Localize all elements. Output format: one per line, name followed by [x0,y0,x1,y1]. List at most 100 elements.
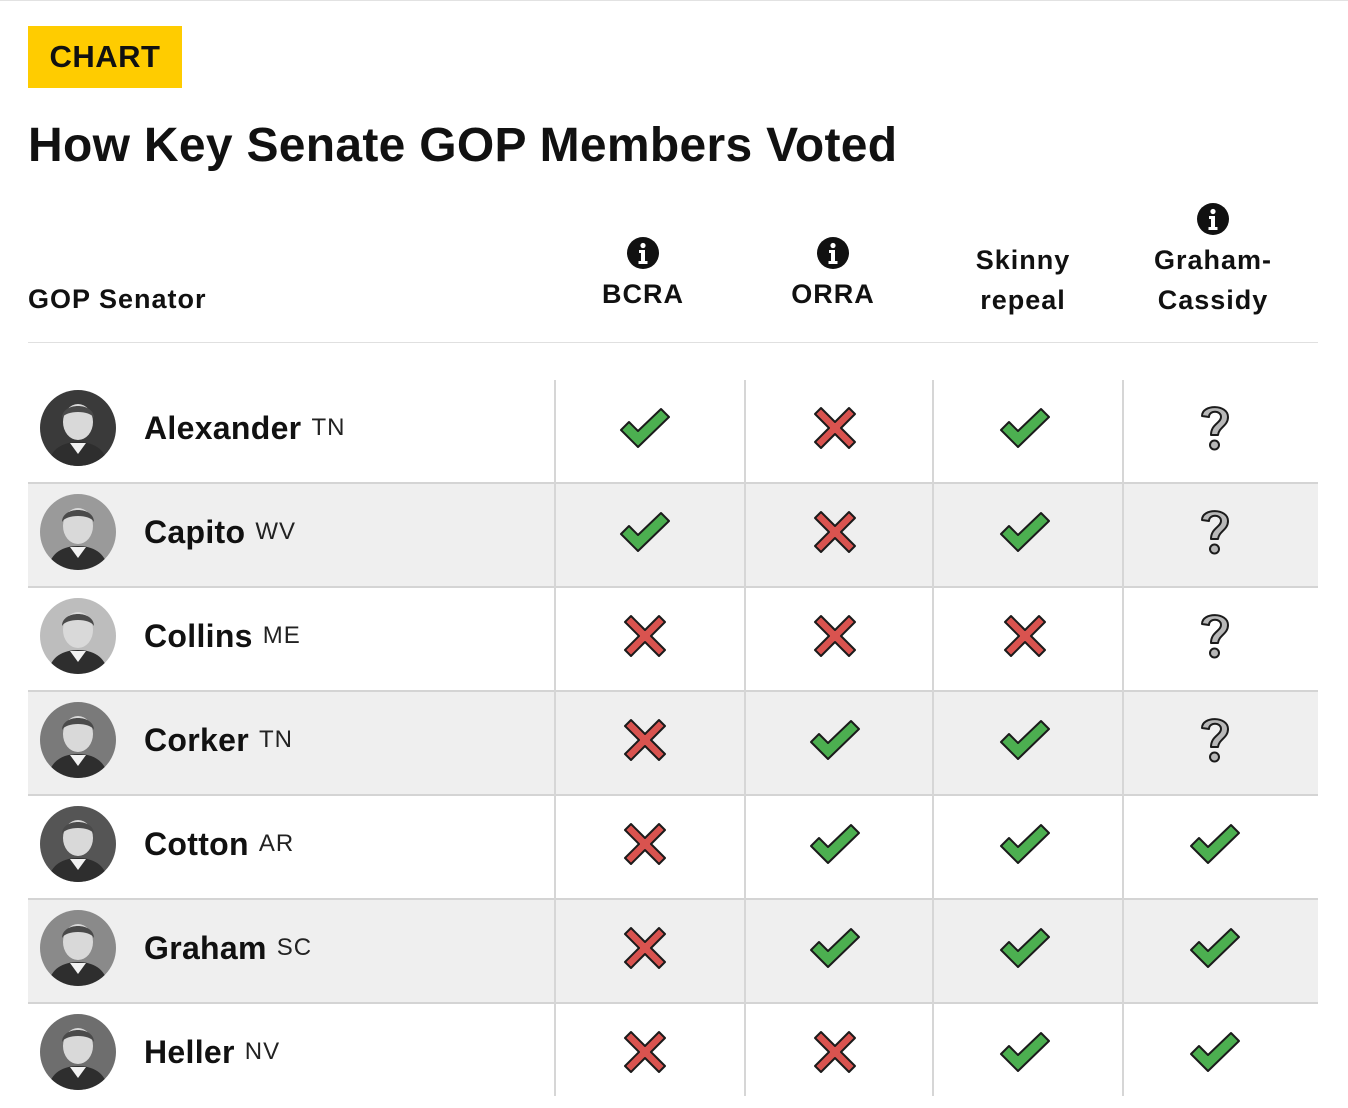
question-icon [1201,718,1229,763]
column-header-orra: ORRA [738,236,928,314]
table-row: Cotton AR [28,796,1318,900]
table-row: Alexander TN [28,380,1318,484]
senator-last-name: Capito [144,513,246,550]
senator-last-name: Cotton [144,825,249,862]
cross-icon [624,823,666,865]
vote-cell [740,484,930,580]
senator-state: TN [258,726,293,753]
cross-icon [814,407,856,449]
senator-name: Capito WV [144,484,296,580]
vote-cell [930,692,1120,788]
vote-cell [1120,900,1310,996]
row-divider [28,1002,1318,1004]
check-icon [1000,720,1050,760]
check-icon [1000,408,1050,448]
cross-icon [814,1031,856,1073]
column-divider [744,380,746,1096]
column-header-skinny-repeal: Skinny repeal [928,240,1118,320]
cross-icon [1004,615,1046,657]
senator-portrait [40,390,116,466]
check-icon [1190,1032,1240,1072]
question-icon [1201,406,1229,451]
question-icon [1201,510,1229,555]
check-icon [1190,928,1240,968]
table-row: Graham SC [28,900,1318,1004]
senator-portrait [40,1014,116,1090]
vote-cell [550,1004,740,1100]
avatar [40,806,116,882]
top-rule [0,0,1348,1]
cross-icon [814,615,856,657]
info-icon[interactable] [626,236,660,270]
cross-icon [624,1031,666,1073]
column-divider [554,380,556,1096]
vote-cell [740,1004,930,1100]
senator-state: TN [311,414,346,441]
vote-cell [550,796,740,892]
table-row: Collins ME [28,588,1318,692]
info-icon[interactable] [1196,202,1230,236]
column-divider [1122,380,1124,1096]
column-header-label-line2: repeal [980,285,1066,315]
row-divider [28,794,1318,796]
vote-cell [740,692,930,788]
vote-cell [550,692,740,788]
avatar [40,702,116,778]
cross-icon [624,927,666,969]
vote-cell [740,796,930,892]
senator-name: Heller NV [144,1004,280,1100]
avatar [40,910,116,986]
check-icon [810,824,860,864]
vote-cell [930,796,1120,892]
senator-state: ME [262,622,301,649]
chart-title: How Key Senate GOP Members Voted [28,119,898,172]
check-icon [810,720,860,760]
vote-cell [740,380,930,476]
senator-name: Alexander TN [144,380,345,476]
column-header-label-line1: Graham- [1153,245,1273,275]
vote-cell [550,484,740,580]
vote-cell [1120,588,1310,684]
vote-cell [930,1004,1120,1100]
table-row: Corker TN [28,692,1318,796]
check-icon [1000,928,1050,968]
check-icon [620,512,670,552]
senator-portrait [40,702,116,778]
row-divider [28,586,1318,588]
table-row: Heller NV [28,1004,1318,1108]
check-icon [1190,824,1240,864]
vote-cell [1120,380,1310,476]
column-header-bcra: BCRA [548,236,738,314]
cross-icon [814,511,856,553]
question-icon [1201,614,1229,659]
senator-last-name: Corker [144,721,249,758]
avatar [40,598,116,674]
info-icon[interactable] [816,236,850,270]
senator-portrait [40,806,116,882]
senator-last-name: Collins [144,617,253,654]
senator-name: Collins ME [144,588,301,684]
table-row: Capito WV [28,484,1318,588]
column-header-label-line1: Skinny [975,245,1071,275]
column-header-label: BCRA [602,279,684,309]
senator-last-name: Graham [144,929,267,966]
vote-cell [930,588,1120,684]
senator-name: Cotton AR [144,796,294,892]
vote-cell [930,484,1120,580]
senator-last-name: Alexander [144,409,302,446]
vote-cell [1120,692,1310,788]
column-header-label-line2: Cassidy [1157,285,1269,315]
column-divider [932,380,934,1096]
senator-name: Graham SC [144,900,312,996]
column-header-label: ORRA [791,279,875,309]
avatar [40,494,116,570]
senator-last-name: Heller [144,1033,235,1070]
avatar [40,1014,116,1090]
senator-portrait [40,910,116,986]
vote-cell [550,900,740,996]
vote-cell [740,900,930,996]
vote-cell [550,588,740,684]
chart-badge: CHART [28,26,182,88]
vote-cell [1120,484,1310,580]
check-icon [620,408,670,448]
